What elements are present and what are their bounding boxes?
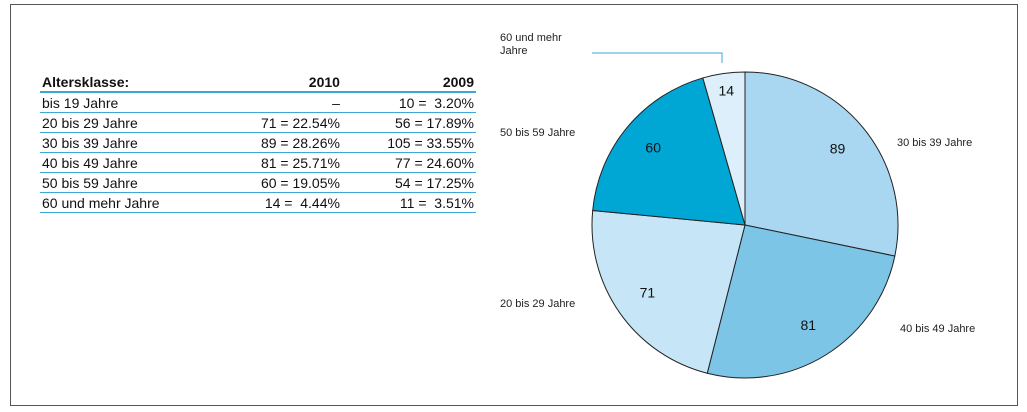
data-table: Altersklasse: 2010 2009 bis 19 Jahre –10 … xyxy=(40,72,476,213)
table-cell: 89 = 28.26% xyxy=(219,132,342,153)
pie-slice xyxy=(706,224,896,379)
table-cell: 60 = 19.05% xyxy=(219,172,342,193)
table-cell: 56 = 17.89% xyxy=(341,112,476,133)
table-cell: 50 bis 59 Jahre xyxy=(40,172,220,193)
pie-slice xyxy=(591,209,746,374)
pie-slice xyxy=(702,71,746,226)
table-body: bis 19 Jahre –10 = 3.20% 20 bis 29 Jahre 71… xyxy=(40,92,476,213)
header-row: Altersklasse: 2010 2009 xyxy=(40,72,476,93)
header-cell: Altersklasse: xyxy=(40,72,220,93)
table-row: 40 bis 49 Jahre 81 = 25.71% 77 = 24.60% xyxy=(40,152,476,173)
table-cell: 14 = 4.44% xyxy=(219,192,342,213)
table-cell: 10 = 3.20% xyxy=(341,92,476,113)
table-row: 30 bis 39 Jahre 89 = 28.26% 105 = 33.55% xyxy=(40,132,476,153)
category-label: 60 und mehr Jahre xyxy=(500,32,562,57)
data-label: 71 xyxy=(640,284,656,300)
category-label: 30 bis 39 Jahre xyxy=(897,137,973,149)
table-cell: 81 = 25.71% xyxy=(219,152,342,173)
leader-line xyxy=(592,52,723,63)
category-label: 50 bis 59 Jahre xyxy=(500,127,576,139)
pie-slice xyxy=(592,77,746,226)
table-row: 20 bis 29 Jahre 71 = 22.54% 56 = 17.89% xyxy=(40,112,476,133)
header-cell: 2010 xyxy=(219,72,342,93)
table-row: 50 bis 59 Jahre 60 = 19.05% 54 = 17.25% xyxy=(40,172,476,193)
table-cell: 20 bis 29 Jahre xyxy=(40,112,220,133)
table-cell: 11 = 3.51% xyxy=(341,192,476,213)
table-cell: 77 = 24.60% xyxy=(341,152,476,173)
table-cell: 54 = 17.25% xyxy=(341,172,476,193)
pie-slice xyxy=(744,71,899,257)
data-label: 60 xyxy=(645,139,661,155)
table-cell: 40 bis 49 Jahre xyxy=(40,152,220,173)
table-cell: bis 19 Jahre xyxy=(40,92,220,113)
table-cell: – xyxy=(219,92,342,113)
table-cell: 105 = 33.55% xyxy=(341,132,476,153)
data-label: 81 xyxy=(800,317,816,333)
data-label: 89 xyxy=(830,140,846,156)
category-label: 40 bis 49 Jahre xyxy=(900,323,976,335)
table-row: 60 und mehr Jahre 14 = 4.44% 11 = 3.51% xyxy=(40,192,476,213)
header-cell: 2009 xyxy=(341,72,476,93)
table-cell: 30 bis 39 Jahre xyxy=(40,132,220,153)
category-label: 20 bis 29 Jahre xyxy=(500,298,576,310)
table-cell: 60 und mehr Jahre xyxy=(40,192,220,213)
frame xyxy=(10,4,1018,406)
data-label: 14 xyxy=(718,82,734,98)
table-cell: 71 = 22.54% xyxy=(219,112,342,133)
table-row: bis 19 Jahre –10 = 3.20% xyxy=(40,92,476,113)
